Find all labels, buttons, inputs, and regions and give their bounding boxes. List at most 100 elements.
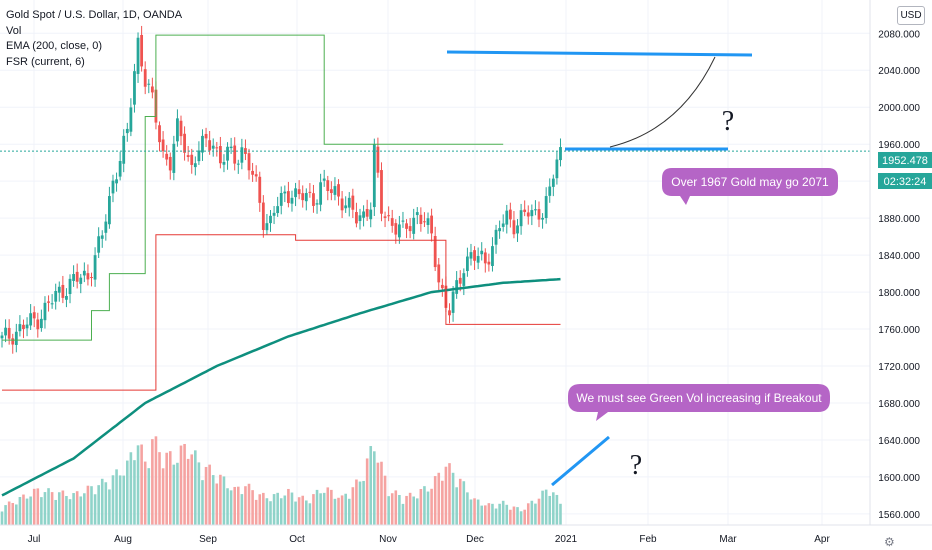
volume-bar [265,498,269,525]
candle-body [440,284,444,289]
candle-body [287,191,290,204]
volume-bar [548,495,552,525]
legend-ema[interactable]: EMA (200, close, 0) [6,40,102,52]
volume-bar [358,481,362,525]
candle-body [469,252,473,259]
candle-body [11,338,15,345]
volume-bar [122,475,126,525]
volume-bar [111,475,115,525]
price-axis-bg [870,0,932,550]
volume-bar [394,490,398,525]
candle-body [337,184,340,197]
volume-bar [559,503,562,525]
volume-bar [283,495,287,525]
ema-line [1,277,561,497]
volume-bar [190,454,194,525]
volume-bar [494,508,498,525]
candle-body [247,153,251,171]
candle-body [437,264,441,283]
volume-bar [437,472,441,525]
volume-bar [423,486,426,525]
candle-body [322,178,326,181]
candle-body [376,146,380,173]
volume-bar [229,490,233,525]
y-tick-label: 1760.000 [878,325,920,336]
candle-body [43,302,47,321]
volume-bar [272,494,276,525]
volume-bar [362,480,365,525]
volume-bar [534,503,537,525]
candle-body [61,284,65,298]
candle-body [412,217,416,234]
price-tag: 1952.478 [878,152,932,168]
volume-trend-line[interactable] [551,435,610,487]
volume-bar [448,463,451,525]
candle-body [93,255,97,280]
candle-body [168,156,172,171]
target-line[interactable] [446,50,753,57]
callout-bottom: We must see Green Vol increasing if Brea… [568,384,830,421]
candle-body [18,324,22,332]
candle-body [29,313,33,326]
volume-bar [219,474,222,525]
candle-body [261,202,265,230]
candle-body [319,182,323,205]
volume-bar [484,505,487,525]
candle-body [537,209,541,220]
time-axis-bg [0,525,932,550]
volume-bar [401,503,405,525]
candle-body [383,216,387,218]
candle-body [183,133,186,153]
legend-fsr[interactable]: FSR (current, 6) [6,55,85,68]
candle-body [530,210,534,217]
volume-bar [269,501,272,525]
candle-body [326,180,330,191]
volume-bar [140,444,143,525]
volume-bar [147,468,151,525]
y-tick-label: 2080.000 [878,29,920,40]
volume-bar [68,499,72,525]
candle-body [523,209,527,212]
callout-top-text: Over 1967 Gold may go 2071 [671,175,829,189]
candle-body [365,209,369,217]
candle-body [351,195,355,210]
candle-body [555,159,559,179]
volume-bar [236,486,240,525]
volume-bars [0,436,562,525]
candle-body [458,277,462,284]
candle-body [315,203,319,205]
candle-body [122,135,126,164]
candle-body [258,176,262,203]
legend-symbol[interactable]: Gold Spot / U.S. Dollar, 1D, OANDA [6,9,183,21]
volume-bar [351,487,355,525]
volume-bar [383,475,387,525]
candle-body [358,215,362,222]
candle-body [491,246,494,266]
legend-volume[interactable]: Vol [6,24,22,37]
candle-body [401,220,405,222]
candle-body [405,223,408,229]
volume-bar [330,489,333,525]
candle-body [176,118,179,142]
volume-bar [25,498,29,525]
candle-body [494,229,498,245]
candle-body [161,139,165,152]
candle-body [433,236,437,268]
volume-bar [208,464,211,525]
currency-button[interactable]: USD [897,6,925,25]
candle-body [390,218,394,226]
candle-body [430,215,433,234]
candle-body [204,133,208,139]
candle-body [519,210,523,227]
volume-bar [487,503,491,525]
candle-body [75,271,79,282]
volume-bar [455,487,458,525]
candle-body [419,214,423,225]
candle-body [36,319,40,330]
candle-body [226,146,229,161]
volume-bar [136,445,140,525]
gear-icon[interactable]: ⚙ [884,535,895,549]
volume-bar [305,500,308,525]
volume-bar [469,499,473,525]
candle-body [380,170,383,214]
